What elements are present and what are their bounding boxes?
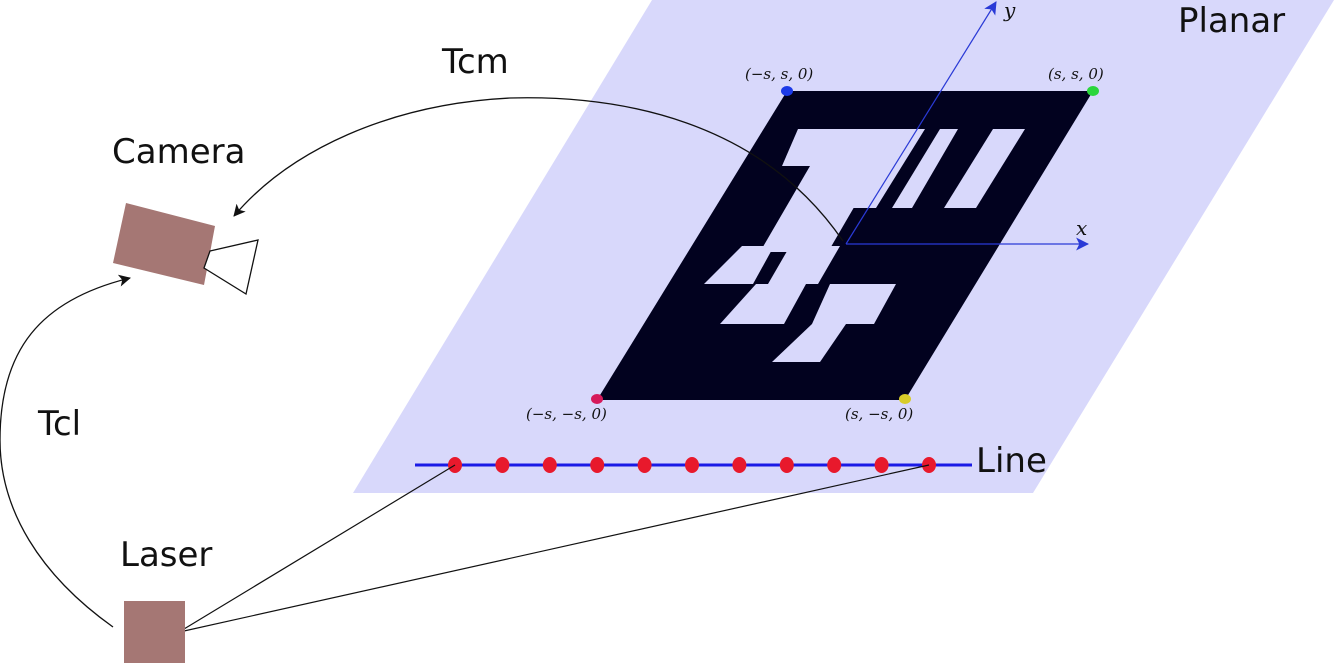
marker-pattern bbox=[704, 129, 1025, 362]
laser-point bbox=[685, 457, 699, 473]
camera-label: Camera bbox=[112, 132, 245, 172]
marker-cell bbox=[892, 129, 958, 208]
line-label: Line bbox=[976, 441, 1047, 481]
marker-cell bbox=[704, 246, 774, 284]
laser-point bbox=[874, 457, 889, 473]
laser-device bbox=[124, 601, 185, 663]
laser-label: Laser bbox=[120, 535, 212, 575]
marker-cell bbox=[772, 324, 846, 362]
marker-cell bbox=[944, 129, 1025, 208]
corner-dot-bottom-left bbox=[591, 394, 603, 404]
corner-label-bottom-left: (−s, −s, 0) bbox=[526, 405, 607, 423]
laser-ray-right bbox=[183, 464, 930, 632]
tcl-arrow bbox=[0, 274, 131, 628]
tcm-arrow bbox=[233, 97, 844, 242]
laser-points bbox=[448, 457, 936, 473]
laser-point bbox=[495, 457, 510, 473]
planar-label: Planar bbox=[1178, 1, 1285, 41]
laser-ray-left bbox=[183, 464, 456, 630]
laser-point bbox=[732, 457, 747, 473]
camera-lens bbox=[203, 239, 259, 296]
x-axis-label: x bbox=[1076, 216, 1087, 240]
tcl-label: Tcl bbox=[37, 404, 81, 444]
y-axis-label: y bbox=[1003, 0, 1016, 22]
corner-label-top-left: (−s, s, 0) bbox=[745, 65, 813, 83]
marker-cell bbox=[812, 284, 896, 324]
laser-point bbox=[779, 457, 794, 473]
marker-cell bbox=[768, 246, 840, 284]
corner-dot-top-left bbox=[781, 86, 793, 96]
laser-point bbox=[827, 457, 842, 473]
marker-cell bbox=[720, 284, 806, 324]
marker-cell bbox=[823, 129, 925, 208]
laser-point bbox=[542, 457, 557, 473]
laser-point bbox=[590, 457, 605, 473]
laser-point bbox=[637, 457, 652, 473]
corner-dot-top-right bbox=[1087, 86, 1099, 96]
corner-label-top-right: (s, s, 0) bbox=[1048, 65, 1104, 83]
tcm-label: Tcm bbox=[441, 42, 509, 82]
corner-label-bottom-right: (s, −s, 0) bbox=[845, 405, 913, 423]
y-axis bbox=[845, 1, 997, 245]
camera-body bbox=[113, 203, 215, 285]
corner-dot-bottom-right bbox=[899, 394, 911, 404]
